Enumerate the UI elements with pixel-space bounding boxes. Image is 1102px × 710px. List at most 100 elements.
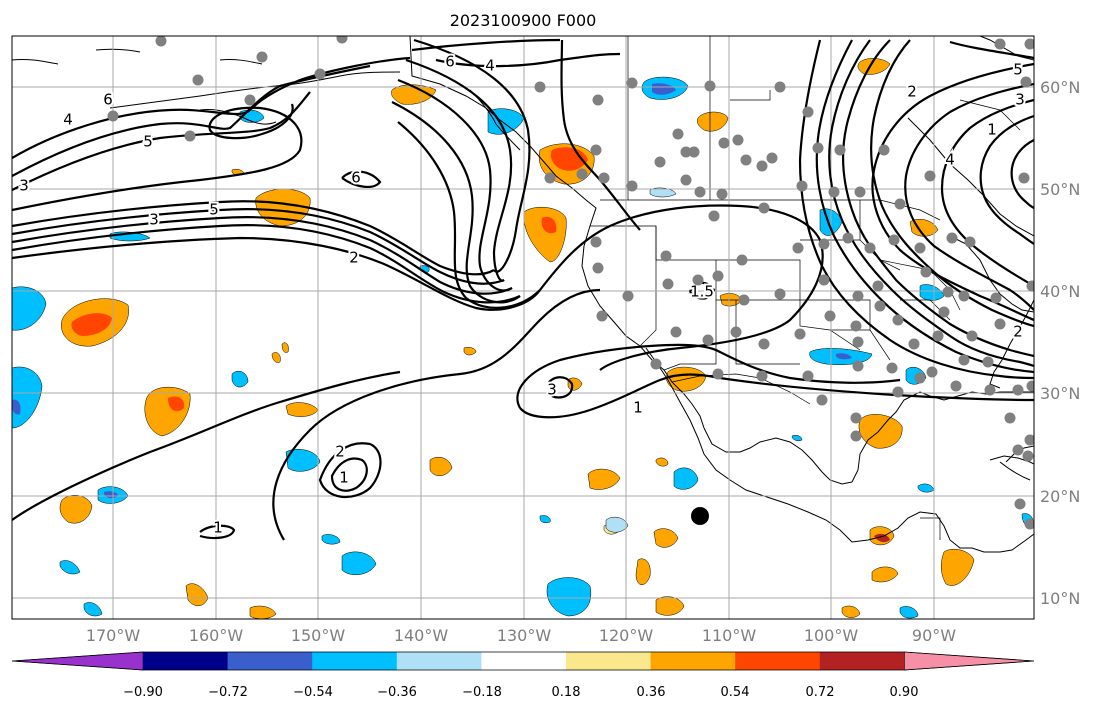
colorbar [11,651,1035,671]
station-marker [852,336,864,348]
station-marker [1022,450,1034,462]
colorbar-bin [566,652,652,670]
station-marker [1012,384,1024,396]
lon-label: 160°W [189,626,244,645]
lon-label: 90°W [912,626,956,645]
station-marker [854,186,866,198]
station-marker [598,172,610,184]
station-marker [850,320,862,332]
station-marker [708,210,720,222]
colorbar-tick-label: 0.90 [890,685,919,700]
contour-label: 1 [213,519,223,537]
station-marker [758,202,770,214]
contour-label: 6 [103,91,113,109]
colorbar-max-extend [904,651,1035,671]
station-marker [850,412,862,424]
contour-label: 1 [339,469,349,487]
station-marker [796,180,808,192]
lon-label: 170°W [86,626,141,645]
lat-label: 30°N [1040,384,1080,403]
station-marker [336,36,348,44]
lat-label: 20°N [1040,487,1080,506]
contour-label: 1.5 [690,283,714,301]
station-marker [756,160,768,172]
station-marker [812,142,824,154]
station-marker [852,360,864,372]
contour-label: 2 [349,249,359,267]
station-marker [576,168,588,180]
station-marker [888,234,900,246]
lon-label: 120°W [599,626,654,645]
colorbar-bin [819,652,905,670]
station-marker [662,278,674,290]
contour-label: 1 [633,399,643,417]
station-marker [740,154,752,166]
contour-label: 5 [143,133,153,151]
lon-label: 130°W [497,626,552,645]
station-marker [818,238,830,250]
station-marker [994,318,1006,330]
lat-label: 60°N [1040,78,1080,97]
station-marker [534,81,546,93]
colorbar-bin [227,652,313,670]
station-marker [736,254,748,266]
station-marker [592,262,604,274]
station-marker [1020,76,1032,88]
contour-label: 2 [1013,323,1023,341]
station-marker [756,370,768,382]
station-marker [596,310,608,322]
station-marker [758,338,770,350]
colorbar-bin [312,652,398,670]
contour-label: 4 [945,151,955,169]
station-marker [1004,412,1016,424]
station-marker [946,232,958,244]
station-marker [738,294,750,306]
station-marker [926,366,938,378]
station-marker [892,314,904,326]
station-marker [688,146,700,158]
station-marker [774,81,786,93]
station-marker [966,330,978,342]
station-marker [842,232,854,244]
station-marker [792,242,804,254]
station-marker [834,144,846,156]
lat-label: 50°N [1040,180,1080,199]
colorbar-tick-label: 0.72 [806,685,835,700]
station-marker [730,326,742,338]
station-marker [964,236,976,248]
station-marker [816,394,828,406]
station-marker [718,137,730,149]
colorbar-outline [11,651,1035,671]
station-marker [680,174,692,186]
station-marker [670,326,682,338]
colorbar-tick-label: −0.72 [208,685,248,700]
station-marker [712,368,724,380]
station-marker [1026,380,1034,392]
station-marker [914,242,926,254]
station-marker [192,74,204,86]
station-marker [660,250,672,262]
lon-label: 100°W [804,626,859,645]
station-marker [818,274,830,286]
map-title: 2023100900 F000 [450,11,597,30]
colorbar-tick-label: 0.54 [721,685,750,700]
station-marker [794,328,806,340]
station-marker [878,144,890,156]
station-marker [774,288,786,300]
station-marker [1018,172,1030,184]
colorbar-bin [481,652,567,670]
station-marker [914,372,926,384]
station-marker [920,266,932,278]
contour-label: 2 [335,443,345,461]
station-marker [692,274,704,286]
colorbar-tick-label: −0.90 [123,685,163,700]
station-marker [1024,518,1034,530]
station-marker [932,330,944,342]
station-marker [852,290,864,302]
station-marker [654,156,666,168]
station-marker [256,51,268,63]
station-marker [716,188,728,200]
contour-label: 3 [547,381,557,399]
contour-label: 3 [19,177,29,195]
station-marker [958,290,970,302]
